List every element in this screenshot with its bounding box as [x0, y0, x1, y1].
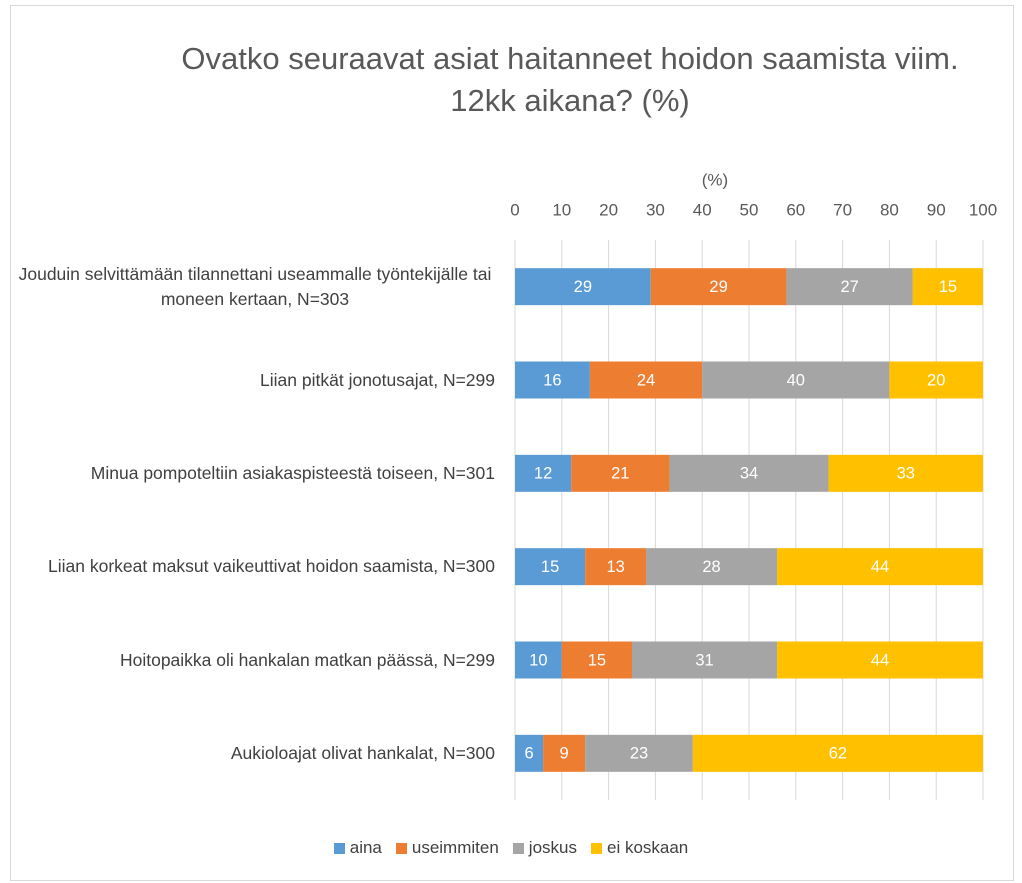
bar-segment: [515, 454, 572, 492]
bar-segment: [646, 548, 778, 586]
x-tick-label: 70: [833, 200, 852, 219]
legend-label: ei koskaan: [606, 838, 689, 857]
category-label: Aukioloajat olivat hankalat, N=300: [230, 742, 495, 763]
legend-item: aina: [333, 838, 382, 858]
data-label: 10: [529, 651, 547, 669]
legend-label: useimmiten: [411, 838, 499, 857]
x-tick-label: 10: [552, 200, 571, 219]
data-label: 44: [871, 651, 889, 669]
bar-segment: [589, 361, 703, 399]
chart-frame: [10, 5, 1014, 881]
x-tick-label: 100: [969, 200, 997, 219]
data-label: 62: [829, 745, 847, 763]
bar-segment: [585, 734, 693, 772]
bar-segment: [889, 361, 983, 399]
data-label: 6: [524, 745, 533, 763]
data-label: 23: [630, 745, 648, 763]
category-label-box: Liian pitkät jonotusajat, N=299: [15, 350, 495, 410]
bar-segment: [571, 454, 670, 492]
category-label-box: Aukioloajat olivat hankalat, N=300: [15, 723, 495, 783]
legend: aina useimmiten joskus ei koskaan: [0, 838, 1022, 858]
bar-segment: [515, 548, 586, 586]
data-label: 15: [541, 558, 559, 576]
data-label: 31: [695, 651, 713, 669]
bar-segment: [515, 268, 651, 306]
category-label: Liian korkeat maksut vaikeuttivat hoidon…: [48, 556, 495, 577]
category-label-box: Liian korkeat maksut vaikeuttivat hoidon…: [15, 537, 495, 597]
bar-segment: [585, 548, 647, 586]
data-label: 20: [927, 371, 945, 389]
axis-label: (%): [702, 170, 728, 189]
bar-segment: [702, 361, 890, 399]
bar-segment: [543, 734, 586, 772]
data-label: 24: [637, 371, 655, 389]
data-label: 13: [606, 558, 624, 576]
x-tick-label: 20: [599, 200, 618, 219]
category-label-box: Hoitopaikka oli hankalan matkan päässä, …: [15, 630, 495, 690]
bar-segment: [777, 641, 983, 679]
data-label: 33: [897, 465, 915, 483]
legend-label: joskus: [528, 838, 577, 857]
bar-segment: [515, 641, 562, 679]
x-tick-label: 50: [740, 200, 759, 219]
bar-segment: [777, 548, 983, 586]
bar-segment: [650, 268, 787, 306]
category-label: Liian pitkät jonotusajat, N=299: [260, 369, 495, 390]
category-label-box: Jouduin selvittämään tilannettani useamm…: [15, 257, 495, 317]
data-label: 15: [939, 278, 957, 296]
bar-segment: [692, 734, 983, 772]
x-tick-label: 60: [786, 200, 805, 219]
bar-segment: [632, 641, 778, 679]
x-tick-label: 80: [880, 200, 899, 219]
data-label: 40: [787, 371, 805, 389]
data-label: 12: [534, 465, 552, 483]
data-label: 44: [871, 558, 889, 576]
bar-segment: [669, 454, 829, 492]
legend-swatch: [590, 842, 602, 854]
x-tick-label: 90: [927, 200, 946, 219]
bar-segment: [912, 268, 983, 306]
bar-segment: [828, 454, 983, 492]
data-label: 34: [740, 465, 758, 483]
x-tick-label: 30: [646, 200, 665, 219]
bar-segment: [515, 734, 544, 772]
legend-item: joskus: [512, 838, 577, 858]
data-label: 29: [709, 278, 727, 296]
legend-item: useimmiten: [395, 838, 499, 858]
data-label: 9: [560, 745, 569, 763]
x-tick-label: 40: [693, 200, 712, 219]
bar-segment: [561, 641, 632, 679]
bar-segment: [786, 268, 913, 306]
category-label: Hoitopaikka oli hankalan matkan päässä, …: [119, 649, 495, 670]
data-label: 21: [611, 465, 629, 483]
chart-title: Ovatko seuraavat asiat haitanneet hoidon…: [181, 41, 959, 118]
legend-swatch: [395, 842, 407, 854]
data-label: 29: [574, 278, 592, 296]
legend-label: aina: [349, 838, 382, 857]
category-label: Jouduin selvittämään tilannettani useamm…: [18, 263, 492, 309]
data-label: 28: [702, 558, 720, 576]
data-label: 16: [543, 371, 561, 389]
data-label: 15: [588, 651, 606, 669]
data-label: 27: [840, 278, 858, 296]
category-label-box: Minua pompoteltiin asiakaspisteestä tois…: [15, 443, 495, 503]
x-tick-label: 0: [510, 200, 519, 219]
bar-segment: [515, 361, 590, 399]
legend-swatch: [333, 842, 345, 854]
category-label: Minua pompoteltiin asiakaspisteestä tois…: [90, 462, 495, 483]
legend-swatch: [512, 842, 524, 854]
legend-item: ei koskaan: [590, 838, 689, 858]
